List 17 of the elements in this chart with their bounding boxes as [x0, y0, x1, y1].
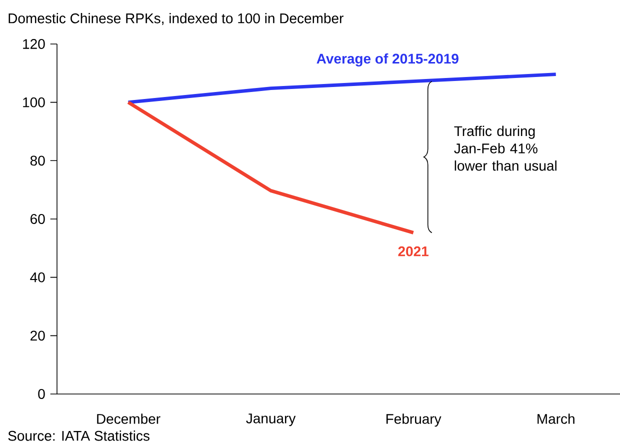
x-tick-label: February: [386, 414, 442, 427]
chart-title: Domestic Chinese RPKs, indexed to 100 in December: [8, 13, 344, 25]
line-series: [126, 72, 558, 104]
y-tick-label: 20: [30, 330, 45, 341]
series-label: Average of 2015-2019: [316, 53, 458, 66]
y-tick-label: 60: [30, 214, 45, 224]
x-tick-label: January: [246, 414, 296, 426]
annotation: Traffic during Jan-Feb 41% lower than usual: [454, 126, 556, 171]
x-tick-label: March: [538, 414, 574, 424]
x-tick-label: December: [97, 414, 160, 424]
y-tick-label: 120: [23, 39, 45, 49]
y-tick-label: 100: [23, 97, 45, 108]
y-tick-label: 80: [30, 156, 45, 166]
source-note: Source: IATA Statistics: [8, 430, 150, 441]
y-tick-label: 40: [30, 272, 45, 282]
y-tick-label: 0: [38, 389, 45, 399]
series-label: 2021: [398, 246, 428, 256]
